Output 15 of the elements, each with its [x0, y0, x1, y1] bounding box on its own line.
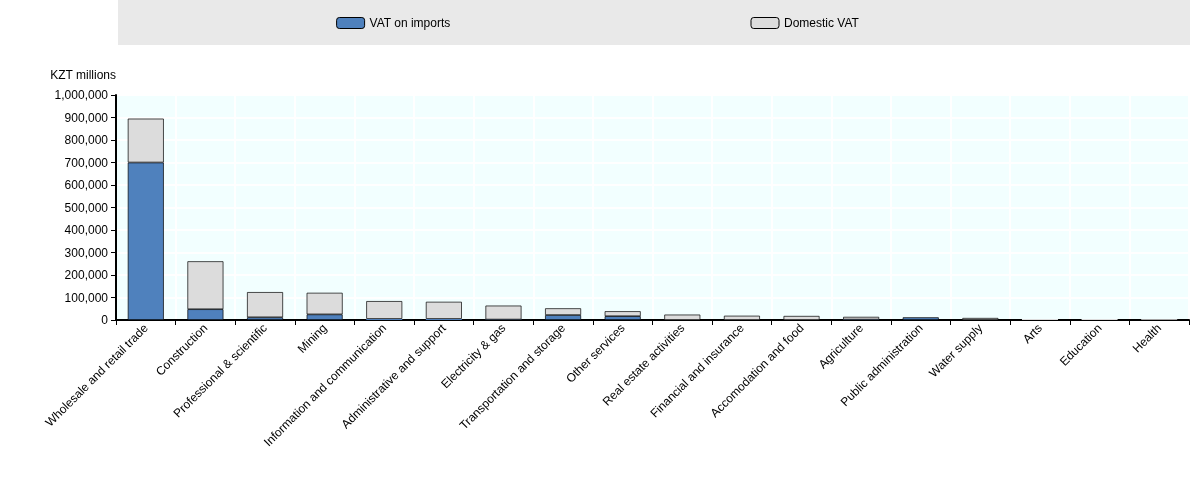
y-tick-label: 500,000: [64, 200, 109, 215]
y-tick-label: 400,000: [64, 223, 109, 237]
y-tick-label: 700,000: [64, 155, 109, 170]
legend-label: Domestic VAT: [784, 16, 860, 30]
x-tick-label: Arts: [1019, 321, 1045, 347]
y-axis-title: KZT millions: [50, 68, 116, 82]
y-tick-label: 0: [101, 313, 109, 327]
y-tick-label: 100,000: [64, 290, 109, 305]
y-tick-label: 1,000,000: [54, 88, 109, 102]
legend-label: VAT on imports: [369, 16, 451, 30]
y-tick-label: 200,000: [64, 268, 109, 282]
y-tick-label: 900,000: [64, 110, 109, 125]
y-tick-label: 300,000: [64, 245, 109, 260]
y-tick-label: 600,000: [64, 178, 109, 192]
y-tick-label: 800,000: [64, 133, 109, 147]
